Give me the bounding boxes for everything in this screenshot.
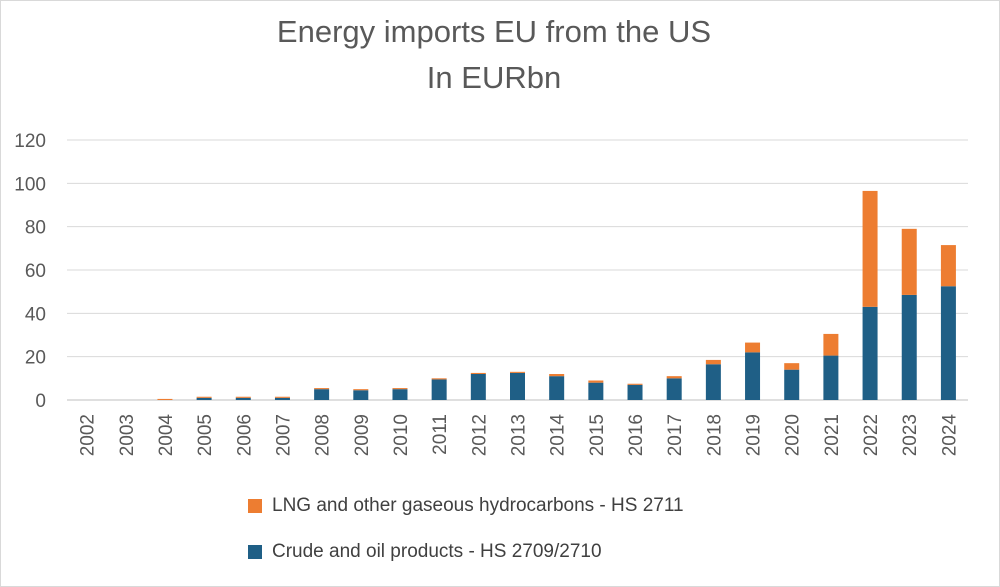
- bar-lng: [705, 359, 721, 365]
- bar-lng: [784, 363, 800, 370]
- legend-item-lng: LNG and other gaseous hydrocarbons - HS …: [248, 495, 684, 517]
- bar-lng: [862, 190, 878, 307]
- x-tick-label: 2012: [469, 414, 490, 456]
- bar-crude-oil: [666, 378, 682, 400]
- bar-crude-oil: [823, 355, 839, 400]
- bar-lng: [823, 333, 839, 356]
- bar-crude-oil: [235, 397, 251, 400]
- bar-crude-oil: [353, 390, 369, 400]
- chart-title: Energy imports EU from the US: [276, 14, 712, 49]
- x-tick-label: 2003: [117, 414, 138, 456]
- bar-lng: [235, 396, 251, 398]
- bar-crude-oil: [784, 369, 800, 400]
- x-tick-label: 2007: [273, 414, 294, 456]
- bar-lng: [274, 396, 290, 398]
- legend-swatch-lng: [248, 499, 262, 513]
- legend-item-crude: Crude and oil products - HS 2709/2710: [248, 541, 602, 563]
- bar-crude-oil: [627, 384, 643, 400]
- y-tick-label: 80: [25, 218, 46, 239]
- bar-crude-oil: [314, 389, 330, 400]
- x-tick-label: 2008: [313, 414, 334, 456]
- bar-crude-oil: [901, 294, 917, 400]
- bar-crude-oil: [431, 379, 447, 400]
- x-tick-label: 2020: [783, 414, 804, 456]
- legend-label-lng: LNG and other gaseous hydrocarbons - HS …: [272, 495, 684, 516]
- bar-lng: [196, 396, 212, 398]
- x-tick-label: 2006: [234, 414, 255, 456]
- bar-crude-oil: [588, 382, 604, 400]
- x-tick-label: 2017: [665, 414, 686, 456]
- bar-crude-oil: [745, 352, 761, 400]
- bar-crude-oil: [392, 389, 408, 400]
- x-tick-label: 2002: [78, 414, 99, 456]
- bar-lng: [901, 228, 917, 295]
- bar-lng: [353, 389, 369, 391]
- bar-lng: [314, 388, 330, 390]
- x-tick-label: 2023: [900, 414, 921, 456]
- x-tick-label: 2022: [861, 414, 882, 456]
- x-tick-label: 2009: [352, 414, 373, 456]
- x-tick-label: 2013: [509, 414, 530, 456]
- y-tick-label: 120: [14, 131, 46, 152]
- x-tick-label: 2011: [430, 414, 451, 455]
- bar-lng: [940, 245, 956, 287]
- x-tick-label: 2024: [939, 414, 960, 457]
- bar-crude-oil: [470, 374, 486, 400]
- x-tick-label: 2018: [704, 414, 725, 456]
- bar-lng: [627, 383, 643, 385]
- bar-crude-oil: [549, 376, 565, 400]
- bar-lng: [588, 380, 604, 383]
- bar-lng: [470, 372, 486, 374]
- bar-crude-oil: [274, 397, 290, 400]
- chart-subtitle: In EURbn: [426, 60, 562, 95]
- y-tick-label: 40: [25, 304, 46, 325]
- bar-lng: [745, 342, 761, 353]
- bar-crude-oil: [705, 364, 721, 400]
- y-tick-label: 60: [25, 261, 46, 282]
- x-tick-label: 2005: [195, 414, 216, 456]
- bar-lng: [666, 376, 682, 379]
- bar-lng: [431, 378, 447, 380]
- x-tick-label: 2015: [587, 414, 608, 456]
- bar-lng: [392, 388, 408, 390]
- y-tick-label: 20: [25, 348, 46, 369]
- bar-crude-oil: [862, 306, 878, 400]
- x-tick-label: 2010: [391, 414, 412, 456]
- y-tick-label: 0: [35, 391, 46, 412]
- legend-label-crude: Crude and oil products - HS 2709/2710: [272, 541, 602, 562]
- bar-crude-oil: [196, 397, 212, 400]
- legend-swatch-crude: [248, 545, 262, 559]
- x-tick-label: 2004: [156, 414, 177, 457]
- bar-crude-oil: [510, 372, 525, 400]
- x-tick-label: 2019: [744, 414, 765, 456]
- x-tick-label: 2016: [626, 414, 647, 456]
- y-tick-label: 100: [14, 174, 46, 195]
- x-tick-label: 2021: [822, 414, 843, 456]
- bar-lng: [549, 374, 565, 377]
- bar-crude-oil: [940, 286, 956, 400]
- bar-lng: [510, 371, 525, 373]
- bar-lng: [157, 398, 173, 400]
- x-tick-label: 2014: [548, 414, 569, 457]
